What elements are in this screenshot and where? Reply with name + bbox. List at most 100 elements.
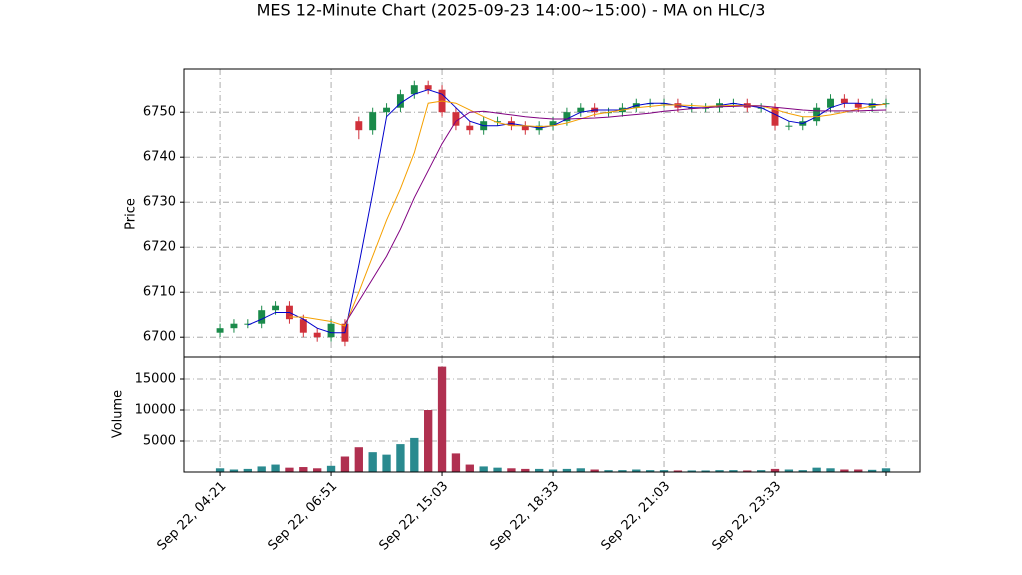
volume-bar (521, 468, 530, 472)
y-axis-label: Volume (111, 390, 126, 438)
candle-body (452, 112, 460, 126)
candle-body (424, 85, 432, 90)
volume-bar (215, 468, 225, 472)
ma-line (344, 105, 887, 324)
volume-bar (326, 465, 336, 472)
volume-bar (826, 468, 835, 472)
volume-bar (840, 469, 849, 472)
y-tick-label: 6700 (143, 330, 176, 345)
volume-bar (701, 470, 710, 472)
volume-bar (313, 468, 322, 472)
volume-bar (479, 466, 488, 472)
ma-line (289, 100, 887, 327)
candle-body (272, 305, 280, 311)
candle-body (549, 121, 557, 126)
volume-bar (451, 453, 461, 472)
x-tick-label: Sep 22, 18:33 (487, 479, 562, 554)
volume-bar (507, 468, 516, 472)
volume-bar (604, 470, 613, 472)
volume-bar (354, 447, 363, 472)
y-tick-label: 6720 (143, 240, 176, 255)
candle-body (577, 107, 585, 113)
candle-body (410, 85, 418, 95)
candle-body (396, 94, 404, 108)
volume-bar (881, 468, 891, 472)
plot-frame (183, 356, 921, 473)
volume-bar (618, 470, 627, 472)
candle-body (327, 323, 335, 338)
y-tick-label: 6710 (143, 285, 176, 300)
candle-body (383, 107, 391, 113)
volume-bar (535, 468, 544, 472)
volume-bar (854, 469, 863, 472)
candle-body (785, 125, 793, 127)
volume-bar (784, 469, 794, 472)
volume-bar (410, 437, 419, 472)
candle-body (840, 98, 848, 104)
candle-body (494, 121, 502, 123)
x-tick-label: Sep 22, 06:51 (265, 479, 340, 554)
candle-body (244, 323, 252, 325)
volume-bar (257, 466, 266, 472)
y-tick-label: 10000 (135, 403, 176, 418)
y-tick-label: 6740 (143, 150, 176, 165)
x-tick-label: Sep 22, 15:03 (376, 479, 451, 554)
volume-bar (424, 410, 433, 472)
volume-bar (687, 470, 696, 472)
volume-bar (798, 470, 807, 472)
volume-bar (493, 467, 502, 472)
candle-body (771, 107, 779, 126)
volume-bar (729, 470, 738, 472)
volume-bar (756, 470, 766, 472)
volume-bar (715, 470, 724, 472)
volume-bar (340, 456, 350, 472)
volume-bar (576, 468, 585, 472)
candle-body (521, 125, 529, 131)
candle-body (313, 332, 321, 338)
candle-body (258, 310, 266, 324)
volume-bar (562, 468, 572, 472)
volume-bar (382, 454, 391, 472)
volume-bar (229, 469, 239, 472)
volume-bar (590, 469, 599, 472)
volume-bar (659, 470, 669, 472)
x-tick-label: Sep 22, 23:33 (709, 479, 784, 554)
volume-bar (632, 469, 641, 472)
y-tick-label: 5000 (143, 434, 176, 449)
candle-body (813, 107, 821, 122)
candle-body (369, 112, 377, 131)
volume-bar (299, 467, 308, 472)
candle-body (216, 328, 224, 333)
volume-bar (673, 470, 683, 472)
candle-body (355, 121, 363, 131)
y-tick-label: 15000 (135, 372, 176, 387)
volume-bar (271, 464, 280, 472)
candle-body (854, 103, 862, 108)
volume-bar (285, 467, 294, 472)
y-axis-label: Price (124, 198, 139, 230)
volume-bar (770, 468, 780, 472)
volume-bar (645, 470, 655, 472)
candle-body (466, 125, 474, 131)
volume-bar (437, 366, 447, 472)
y-tick-label: 6730 (143, 195, 176, 210)
volume-bar (743, 470, 752, 472)
x-tick-label: Sep 22, 21:03 (598, 479, 673, 554)
candle-body (827, 98, 834, 108)
volume-bar (465, 464, 474, 472)
candle-body (299, 319, 307, 333)
chart-title: MES 12-Minute Chart (2025-09-23 14:00~15… (257, 1, 766, 20)
y-tick-label: 6750 (143, 105, 176, 120)
candle-body (563, 112, 571, 122)
x-tick-label: Sep 22, 04:21 (154, 479, 229, 554)
volume-bar (243, 468, 252, 472)
volume-bar (548, 469, 558, 472)
candle-body (882, 103, 890, 105)
volume-bar (867, 469, 877, 472)
volume-bar (396, 444, 405, 472)
volume-bar (812, 467, 821, 472)
candle-body (230, 323, 238, 329)
volume-bar (368, 452, 377, 472)
